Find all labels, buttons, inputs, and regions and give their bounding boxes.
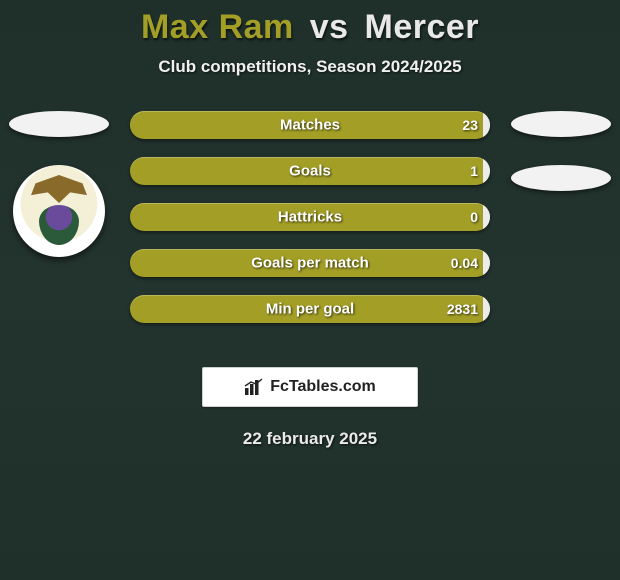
infographic-root: Max Ram vs Mercer Club competitions, Sea… (0, 0, 620, 449)
stat-bar-right-fill (483, 249, 490, 277)
stat-label: Hattricks (278, 209, 342, 226)
stat-bar-right-fill (483, 295, 490, 323)
stat-value-right: 2831 (447, 301, 478, 317)
stat-bar-right-fill (483, 111, 490, 139)
stat-bar: Min per goal 2831 (130, 295, 490, 323)
stat-label: Goals per match (251, 255, 369, 272)
stat-bar: Goals 1 (130, 157, 490, 185)
stat-value-right: 23 (462, 117, 478, 133)
stat-label: Min per goal (266, 301, 354, 318)
player1-club-crest (13, 165, 105, 257)
left-player-column (4, 111, 114, 257)
vs-separator: vs (310, 8, 349, 46)
player1-flag-placeholder (9, 111, 109, 137)
stat-bar: Matches 23 (130, 111, 490, 139)
player2-flag-placeholder (511, 111, 611, 137)
right-player-column (506, 111, 616, 191)
date-line: 22 february 2025 (0, 429, 620, 449)
stat-bar-right-fill (483, 203, 490, 231)
stat-label: Matches (280, 117, 340, 134)
stat-value-right: 0 (470, 209, 478, 225)
brand-box: FcTables.com (202, 367, 418, 407)
stat-bar-right-fill (483, 157, 490, 185)
player1-name: Max Ram (141, 8, 294, 46)
brand-text: FcTables.com (270, 378, 376, 396)
comparison-title: Max Ram vs Mercer (0, 8, 620, 47)
stat-label: Goals (289, 163, 331, 180)
stat-bars: Matches 23 Goals 1 Hattricks 0 Goals per match… (130, 111, 490, 323)
stat-value-right: 1 (470, 163, 478, 179)
stats-area: Matches 23 Goals 1 Hattricks 0 Goals per match… (0, 111, 620, 341)
player2-name: Mercer (365, 8, 480, 46)
stat-bar: Goals per match 0.04 (130, 249, 490, 277)
player2-club-placeholder (511, 165, 611, 191)
chart-icon (244, 378, 264, 396)
stat-bar: Hattricks 0 (130, 203, 490, 231)
subtitle: Club competitions, Season 2024/2025 (0, 57, 620, 77)
stat-value-right: 0.04 (451, 255, 478, 271)
